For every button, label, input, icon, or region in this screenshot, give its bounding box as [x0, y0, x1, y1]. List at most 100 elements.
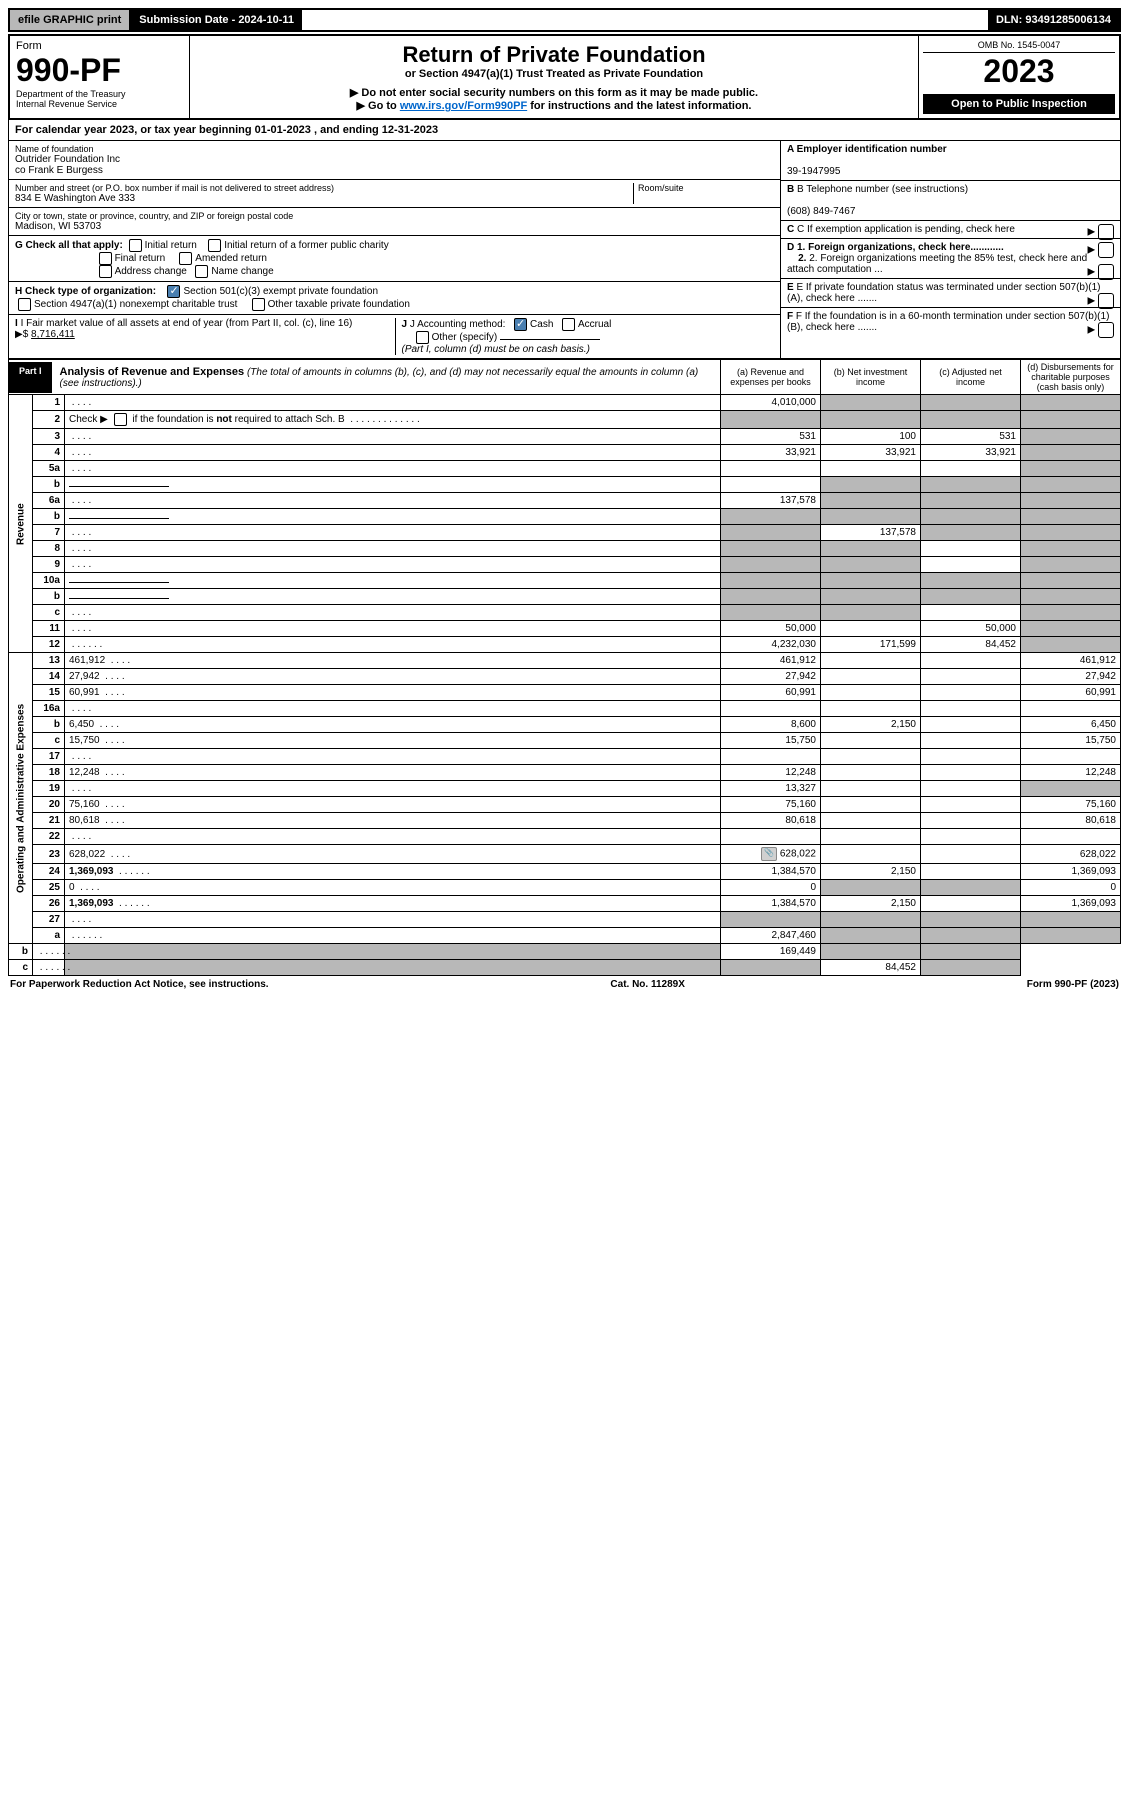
checkbox-c[interactable]: [1098, 224, 1114, 240]
irs-link[interactable]: www.irs.gov/Form990PF: [400, 100, 527, 112]
value-cell-c: [921, 880, 1021, 896]
value-cell-d: [1021, 701, 1121, 717]
value-cell-a: [721, 605, 821, 621]
value-cell-b: 2,150: [821, 717, 921, 733]
value-cell-d: 0: [1021, 880, 1121, 896]
opt-other-method: Other (specify): [432, 332, 498, 343]
line-number: 12: [33, 637, 65, 653]
attachment-icon[interactable]: 📎: [761, 847, 777, 861]
value-cell-b: [821, 669, 921, 685]
value-cell-a: 531: [721, 429, 821, 445]
line-description: 15,750 . . . .: [65, 733, 721, 749]
inline-field[interactable]: [69, 598, 169, 599]
line-description: . . . . . .: [33, 960, 65, 976]
line-number: 11: [33, 621, 65, 637]
a-label: A Employer identification number: [787, 144, 947, 155]
value-cell-a: 461,912: [721, 653, 821, 669]
value-cell-b: [721, 960, 821, 976]
value-cell-a: 4,232,030: [721, 637, 821, 653]
line-number: 2: [33, 411, 65, 429]
line-number: 23: [33, 845, 65, 864]
table-row: 19 . . . .13,327: [9, 781, 1121, 797]
part1-label: Part I: [9, 362, 52, 393]
opt-name-change: Name change: [211, 266, 273, 277]
opt-cash: Cash: [530, 319, 553, 330]
checkbox-sch-b[interactable]: [114, 413, 127, 426]
value-cell-c: [921, 912, 1021, 928]
line-number: 10a: [33, 573, 65, 589]
inline-field[interactable]: [69, 518, 169, 519]
checkbox-initial[interactable]: [129, 239, 142, 252]
value-cell-a: 📎 628,022: [721, 845, 821, 864]
value-cell-b: 137,578: [821, 525, 921, 541]
value-cell-d: [1021, 429, 1121, 445]
checkbox-amended[interactable]: [179, 252, 192, 265]
checkbox-accrual[interactable]: [562, 318, 575, 331]
checkbox-other-method[interactable]: [416, 331, 429, 344]
checkbox-e[interactable]: [1098, 293, 1114, 309]
other-specify-field[interactable]: [500, 339, 600, 340]
value-cell-d: [1021, 411, 1121, 429]
table-row: 16a . . . .: [9, 701, 1121, 717]
value-cell-c: 531: [921, 429, 1021, 445]
value-cell-b: 169,449: [721, 944, 821, 960]
table-row: 2075,160 . . . .75,16075,160: [9, 797, 1121, 813]
table-row: 5a . . . .: [9, 461, 1121, 477]
phone-value: (608) 849-7467: [787, 206, 855, 217]
value-cell-b: [821, 912, 921, 928]
value-cell-b: [821, 653, 921, 669]
part1-table: Part I Analysis of Revenue and Expenses …: [8, 359, 1121, 976]
checkbox-f[interactable]: [1098, 322, 1114, 338]
checkbox-d2[interactable]: [1098, 264, 1114, 280]
value-cell-b: [821, 829, 921, 845]
inline-field[interactable]: [69, 486, 169, 487]
value-cell-d: [1021, 781, 1121, 797]
checkbox-cash[interactable]: [514, 318, 527, 331]
line-number: 18: [33, 765, 65, 781]
line-description: . . . .: [65, 829, 721, 845]
line-number: c: [9, 960, 33, 976]
line-description: . . . .: [65, 781, 721, 797]
table-row: c15,750 . . . .15,75015,750: [9, 733, 1121, 749]
checkbox-4947[interactable]: [18, 298, 31, 311]
i-prefix: ▶$: [15, 329, 28, 340]
line-number: b: [33, 477, 65, 493]
checkbox-addr-change[interactable]: [99, 265, 112, 278]
form-header: Form 990-PF Department of the Treasury I…: [8, 34, 1121, 120]
value-cell-a: [721, 589, 821, 605]
table-row: 9 . . . .: [9, 557, 1121, 573]
line-number: 5a: [33, 461, 65, 477]
table-row: b6,450 . . . .8,6002,1506,450: [9, 717, 1121, 733]
table-row: 4 . . . .33,92133,92133,921: [9, 445, 1121, 461]
line-number: a: [33, 928, 65, 944]
checkbox-final[interactable]: [99, 252, 112, 265]
value-cell-a: 15,750: [721, 733, 821, 749]
inline-field[interactable]: [69, 582, 169, 583]
value-cell-c: [821, 944, 921, 960]
value-cell-a: 12,248: [721, 765, 821, 781]
value-cell-b: [821, 733, 921, 749]
value-cell-a: [721, 541, 821, 557]
value-cell-d: [1021, 928, 1121, 944]
value-cell-a: [721, 749, 821, 765]
i-label: I Fair market value of all assets at end…: [21, 318, 353, 329]
checkbox-name-change[interactable]: [195, 265, 208, 278]
table-row: 2180,618 . . . .80,61880,618: [9, 813, 1121, 829]
expenses-section-label: Operating and Administrative Expenses: [9, 653, 33, 944]
value-cell-a: [721, 573, 821, 589]
col-a-header: (a) Revenue and expenses per books: [721, 360, 821, 395]
b-label: B Telephone number (see instructions): [797, 184, 968, 195]
checkbox-initial-former[interactable]: [208, 239, 221, 252]
opt-final: Final return: [115, 253, 166, 264]
line-number: 22: [33, 829, 65, 845]
checkbox-501c3[interactable]: [167, 285, 180, 298]
checkbox-other-taxable[interactable]: [252, 298, 265, 311]
value-cell-d: [1021, 493, 1121, 509]
opt-initial-former: Initial return of a former public charit…: [224, 240, 389, 251]
room-label: Room/suite: [638, 183, 774, 193]
section-e: E E If private foundation status was ter…: [781, 279, 1120, 308]
checkbox-d1[interactable]: [1098, 242, 1114, 258]
name-cell: Name of foundation Outrider Foundation I…: [9, 141, 780, 180]
value-cell-b: 2,150: [821, 896, 921, 912]
table-row: 8 . . . .: [9, 541, 1121, 557]
